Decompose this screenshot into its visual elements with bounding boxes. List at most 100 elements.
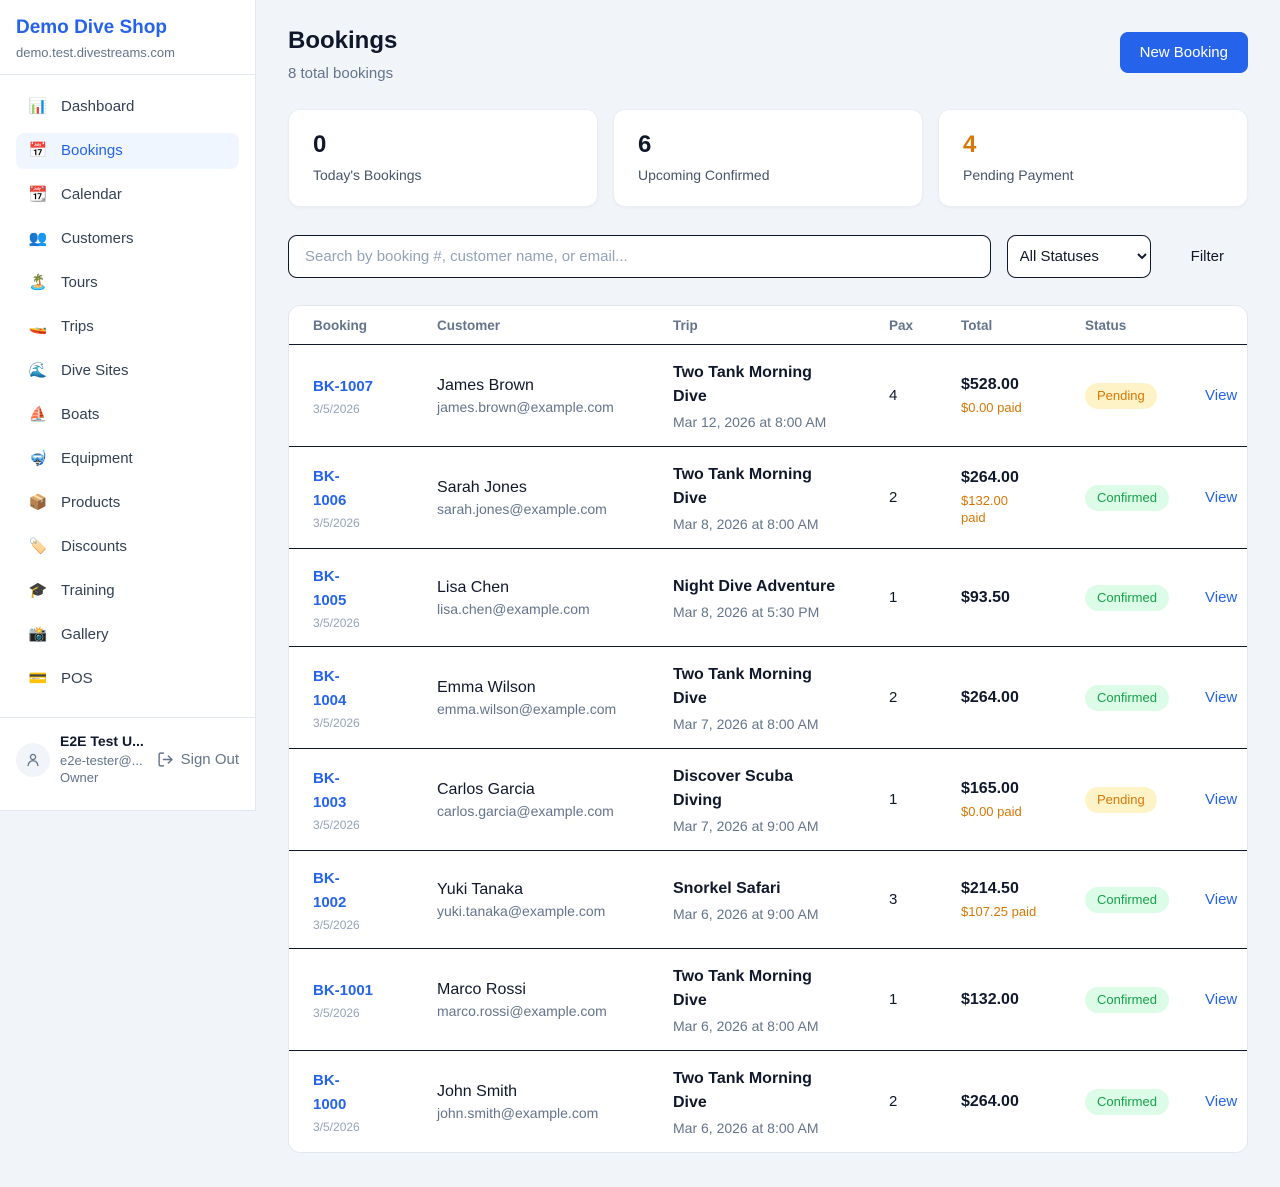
view-link[interactable]: View bbox=[1205, 589, 1238, 606]
sidebar-item-training[interactable]: 🎓 Training bbox=[16, 573, 239, 609]
filter-button[interactable]: Filter bbox=[1167, 238, 1248, 275]
sidebar-item-pos[interactable]: 💳 POS bbox=[16, 661, 239, 697]
sidebar-item-bookings[interactable]: 📅 Bookings bbox=[16, 133, 239, 169]
sidebar-item-products[interactable]: 📦 Products bbox=[16, 485, 239, 521]
trip-name: Two Tank Morning Dive bbox=[673, 364, 812, 405]
sidebar-item-calendar[interactable]: 📆 Calendar bbox=[16, 177, 239, 213]
calendar-icon: 📅 bbox=[28, 142, 48, 159]
column-header-total: Total bbox=[949, 306, 1073, 345]
sidebar-item-boats[interactable]: ⛵ Boats bbox=[16, 397, 239, 433]
graduation-cap-icon: 🎓 bbox=[28, 582, 48, 599]
sidebar-item-dive-sites[interactable]: 🌊 Dive Sites bbox=[16, 353, 239, 389]
sidebar-item-customers[interactable]: 👥 Customers bbox=[16, 221, 239, 257]
status-badge: Confirmed bbox=[1085, 1088, 1169, 1115]
sidebar-item-gallery[interactable]: 📸 Gallery bbox=[16, 617, 239, 653]
paid-amount: $0.00 paid bbox=[961, 399, 1022, 415]
table-row: BK- 1000 3/5/2026 John Smith john.smith@… bbox=[289, 1051, 1247, 1153]
person-icon bbox=[27, 753, 39, 766]
customer-name: John Smith bbox=[437, 1082, 518, 1100]
status-badge: Confirmed bbox=[1085, 484, 1169, 511]
pax-count: 1 bbox=[889, 791, 898, 808]
brand-name[interactable]: Demo Dive Shop bbox=[16, 17, 167, 38]
page-subtitle: 8 total bookings bbox=[288, 65, 394, 82]
status-filter-select[interactable]: All Statuses bbox=[1006, 235, 1151, 278]
stat-card-pending-payment: 4 Pending Payment bbox=[938, 109, 1248, 207]
user-box: E2E Test U... e2e-tester@... Owner Sign … bbox=[0, 717, 255, 810]
pax-count: 1 bbox=[889, 589, 898, 606]
sidebar-item-label: Training bbox=[61, 582, 115, 599]
customer-name: Carlos Garcia bbox=[437, 780, 535, 798]
sign-out-label: Sign Out bbox=[180, 751, 239, 768]
paid-amount: $107.25 paid bbox=[961, 903, 1037, 919]
sidebar-item-equipment[interactable]: 🤿 Equipment bbox=[16, 441, 239, 477]
booking-link[interactable]: BK-1007 bbox=[313, 378, 374, 395]
booking-date: 3/5/2026 bbox=[313, 616, 360, 630]
column-header-trip: Trip bbox=[661, 306, 877, 345]
sidebar-item-label: Boats bbox=[61, 406, 100, 423]
search-input[interactable] bbox=[288, 235, 991, 278]
booking-date: 3/5/2026 bbox=[313, 818, 360, 832]
pax-count: 4 bbox=[889, 387, 898, 404]
stat-card-todays-bookings: 0 Today's Bookings bbox=[288, 109, 598, 207]
sidebar: Demo Dive Shop demo.test.divestreams.com… bbox=[0, 0, 256, 811]
brand-block: Demo Dive Shop demo.test.divestreams.com bbox=[0, 0, 255, 75]
table-row: BK- 1006 3/5/2026 Sarah Jones sarah.jone… bbox=[289, 446, 1247, 549]
booking-date: 3/5/2026 bbox=[313, 516, 360, 530]
view-link[interactable]: View bbox=[1205, 1093, 1238, 1110]
stat-label: Upcoming Confirmed bbox=[638, 167, 770, 183]
booking-link[interactable]: BK- 1006 bbox=[313, 468, 347, 509]
view-link[interactable]: View bbox=[1205, 489, 1238, 506]
table-row: BK- 1005 3/5/2026 Lisa Chen lisa.chen@ex… bbox=[289, 548, 1247, 647]
stat-label: Pending Payment bbox=[963, 167, 1074, 183]
pax-count: 2 bbox=[889, 1093, 898, 1110]
wave-icon: 🌊 bbox=[28, 362, 48, 379]
filter-row: All Statuses Filter bbox=[288, 235, 1248, 278]
table-row: BK-1001 3/5/2026 Marco Rossi marco.rossi… bbox=[289, 948, 1247, 1051]
view-link[interactable]: View bbox=[1205, 689, 1238, 706]
status-badge: Confirmed bbox=[1085, 584, 1169, 611]
user-role: Owner bbox=[60, 770, 99, 785]
page-title: Bookings bbox=[288, 27, 398, 54]
sidebar-item-label: Equipment bbox=[61, 450, 133, 467]
sidebar-item-trips[interactable]: 🚤 Trips bbox=[16, 309, 239, 345]
speedboat-icon: 🚤 bbox=[28, 318, 48, 335]
view-link[interactable]: View bbox=[1205, 891, 1238, 908]
customer-name: Lisa Chen bbox=[437, 578, 510, 596]
booking-link[interactable]: BK-1001 bbox=[313, 982, 374, 999]
customer-name: James Brown bbox=[437, 376, 534, 394]
new-booking-button[interactable]: New Booking bbox=[1119, 32, 1248, 73]
total-amount: $165.00 bbox=[961, 779, 1019, 797]
table-row: BK-1007 3/5/2026 James Brown james.brown… bbox=[289, 344, 1247, 447]
trip-name: Two Tank Morning Dive bbox=[673, 1070, 812, 1111]
trip-datetime: Mar 6, 2026 at 8:00 AM bbox=[673, 1120, 819, 1136]
view-link[interactable]: View bbox=[1205, 791, 1238, 808]
booking-link[interactable]: BK- 1004 bbox=[313, 668, 347, 709]
package-icon: 📦 bbox=[28, 494, 48, 511]
view-link[interactable]: View bbox=[1205, 991, 1238, 1008]
sidebar-nav: 📊 Dashboard 📅 Bookings 📆 Calendar 👥 Cust… bbox=[0, 75, 255, 715]
brand-domain: demo.test.divestreams.com bbox=[16, 45, 175, 60]
table-row: BK- 1002 3/5/2026 Yuki Tanaka yuki.tanak… bbox=[289, 850, 1247, 949]
customer-email: sarah.jones@example.com bbox=[437, 500, 607, 517]
page-header: Bookings 8 total bookings New Booking bbox=[288, 27, 1248, 82]
trip-name: Two Tank Morning Dive bbox=[673, 666, 812, 707]
booking-link[interactable]: BK- 1003 bbox=[313, 770, 347, 811]
customer-email: marco.rossi@example.com bbox=[437, 1002, 607, 1019]
trip-datetime: Mar 6, 2026 at 8:00 AM bbox=[673, 1018, 819, 1034]
sidebar-item-discounts[interactable]: 🏷️ Discounts bbox=[16, 529, 239, 565]
sign-out-button[interactable]: Sign Out bbox=[157, 751, 239, 768]
view-link[interactable]: View bbox=[1205, 387, 1238, 404]
trip-name: Two Tank Morning Dive bbox=[673, 968, 812, 1009]
stat-value: 4 bbox=[963, 131, 977, 158]
user-meta: E2E Test U... e2e-tester@... Owner bbox=[60, 733, 147, 786]
booking-link[interactable]: BK- 1000 bbox=[313, 1072, 347, 1113]
customer-email: carlos.garcia@example.com bbox=[437, 802, 614, 819]
sidebar-item-dashboard[interactable]: 📊 Dashboard bbox=[16, 89, 239, 125]
total-amount: $528.00 bbox=[961, 375, 1019, 393]
stat-value: 0 bbox=[313, 131, 327, 158]
booking-link[interactable]: BK- 1005 bbox=[313, 568, 347, 609]
booking-link[interactable]: BK- 1002 bbox=[313, 870, 347, 911]
sidebar-item-tours[interactable]: 🏝️ Tours bbox=[16, 265, 239, 301]
tear-off-calendar-icon: 📆 bbox=[28, 186, 48, 203]
column-header-actions bbox=[1193, 306, 1247, 345]
